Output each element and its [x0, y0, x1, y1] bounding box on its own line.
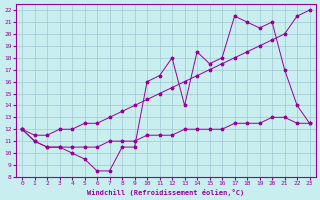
X-axis label: Windchill (Refroidissement éolien,°C): Windchill (Refroidissement éolien,°C)	[87, 189, 244, 196]
